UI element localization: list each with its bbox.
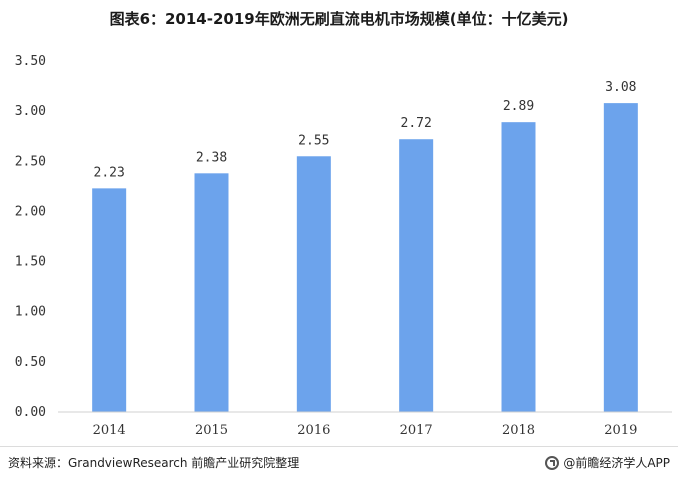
bar-chart: 0.00 0.50 1.00 1.50 2.00 2.50 3.00 3.50 2.23 2.3…: [15, 54, 672, 438]
y-tick-label: 1.00: [15, 305, 46, 320]
footer-divider: [0, 446, 678, 447]
data-label-2015: 2.38: [196, 150, 227, 165]
bar-2014: [92, 188, 127, 412]
y-tick-label: 0.50: [15, 355, 46, 370]
y-axis: 0.00 0.50 1.00 1.50 2.00 2.50 3.00 3.50: [15, 54, 46, 420]
bar-2016: [296, 156, 331, 412]
data-label-2019: 3.08: [605, 80, 636, 95]
y-tick-label: 2.50: [15, 154, 46, 169]
y-tick-label: 2.00: [15, 204, 46, 219]
x-axis: 2014 2015 2016 2017 2018 2019: [58, 411, 672, 438]
brand-logo-icon: [545, 455, 560, 470]
bars: 2.23 2.38 2.55 2.72 2.89 3.08: [92, 80, 638, 413]
data-label-2016: 2.55: [298, 133, 329, 148]
chart-title: 图表6：2014-2019年欧洲无刷直流电机市场规模(单位：十亿美元): [109, 10, 569, 28]
bar-2017: [399, 139, 434, 413]
bar-2015: [194, 173, 229, 412]
brand-note: @前瞻经济学人APP: [545, 454, 670, 471]
bar-2019: [603, 103, 638, 413]
source-note: 资料来源：GrandviewResearch 前瞻产业研究院整理: [8, 456, 300, 470]
x-tick-label-2016: 2016: [297, 423, 330, 438]
y-tick-label: 3.00: [15, 104, 46, 119]
data-label-2018: 2.89: [503, 99, 534, 114]
x-tick-label-2014: 2014: [93, 423, 126, 438]
data-label-2017: 2.72: [401, 116, 432, 131]
y-tick-label: 3.50: [15, 54, 46, 69]
x-tick-label-2019: 2019: [604, 423, 637, 438]
x-tick-label-2017: 2017: [400, 423, 433, 438]
x-tick-label-2018: 2018: [502, 423, 535, 438]
y-tick-label: 1.50: [15, 255, 46, 270]
y-tick-label: 0.00: [15, 405, 46, 420]
bar-2018: [501, 122, 536, 412]
brand-text: @前瞻经济学人APP: [563, 456, 670, 470]
x-tick-label-2015: 2015: [195, 423, 228, 438]
data-label-2014: 2.23: [94, 165, 125, 180]
